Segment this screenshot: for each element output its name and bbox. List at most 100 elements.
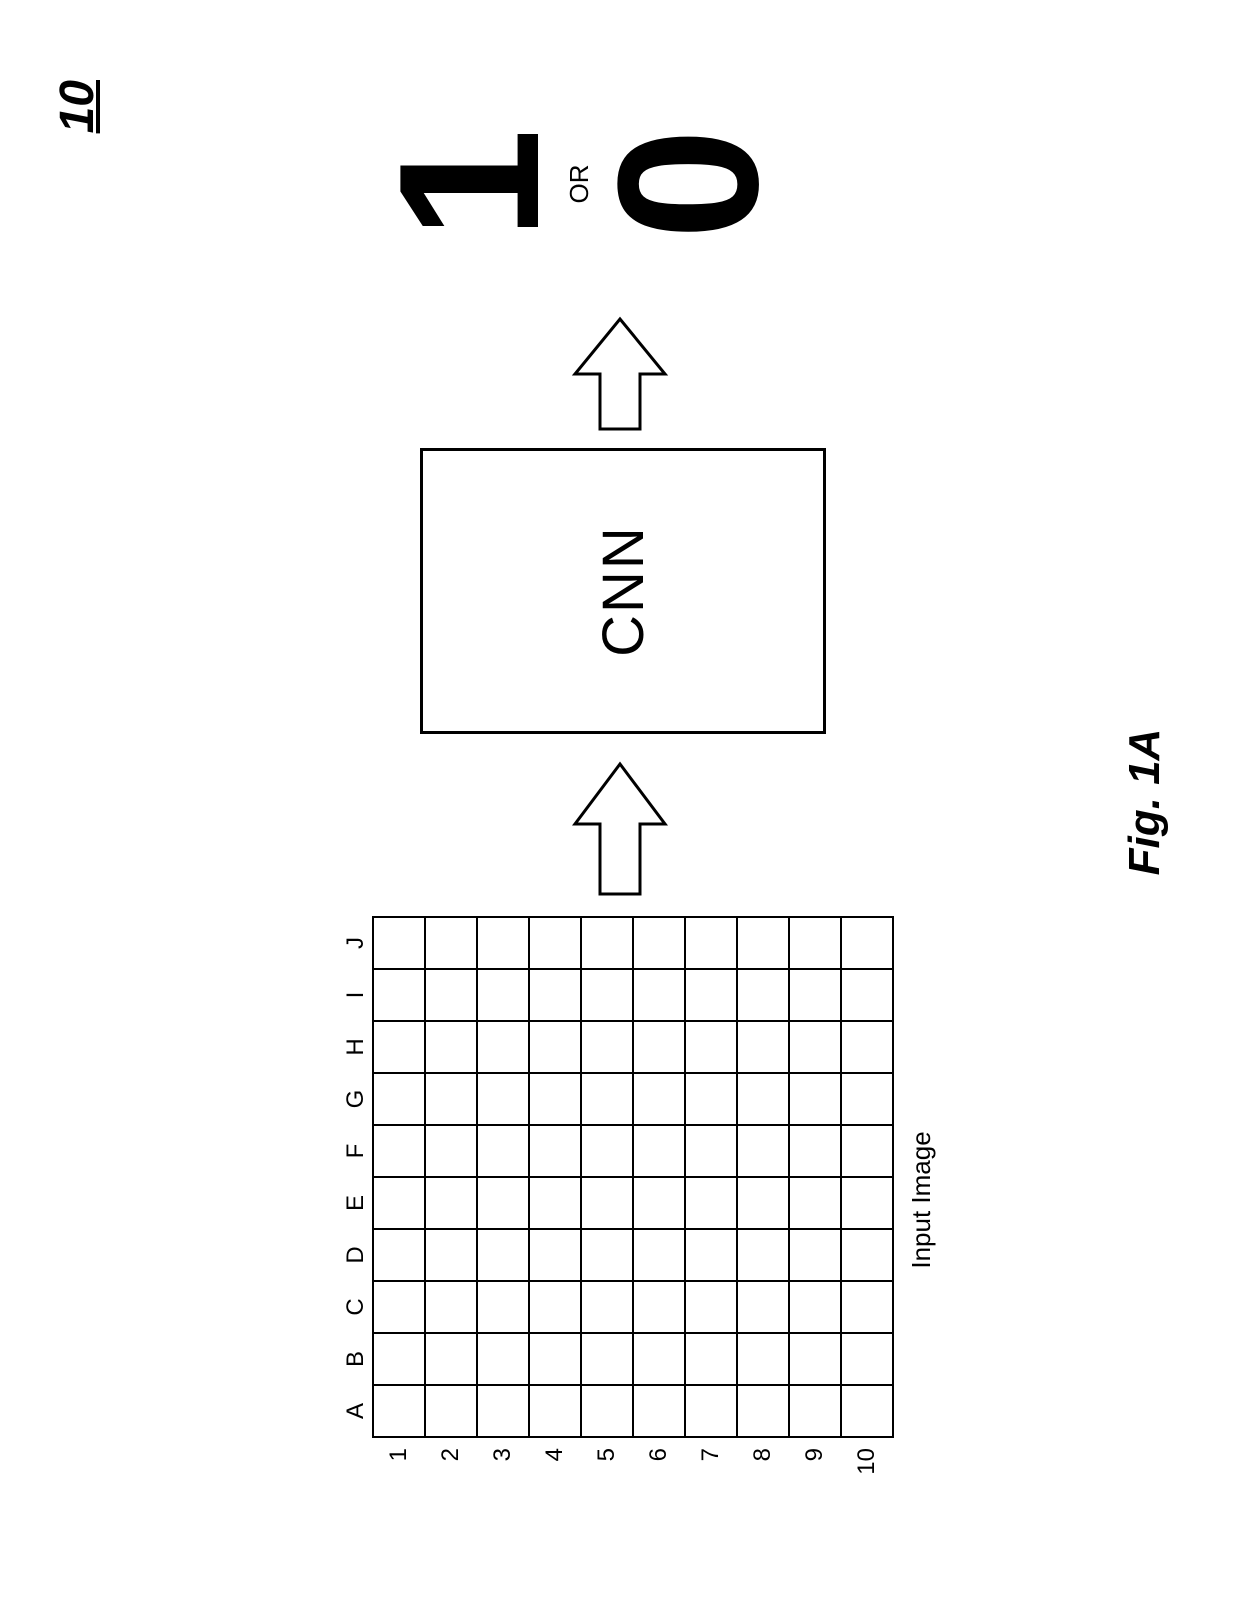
grid-cell [737, 1229, 789, 1281]
grid-cell [373, 1021, 425, 1073]
grid-cell [841, 1021, 893, 1073]
grid-cell [529, 1125, 581, 1177]
grid-cell [789, 917, 841, 969]
figure-number: 10 [50, 80, 105, 133]
grid-cell [373, 1281, 425, 1333]
grid-cell [841, 1385, 893, 1437]
grid-col-header: B [340, 1333, 373, 1385]
arrow-input-to-cnn [560, 754, 680, 904]
grid-cell [477, 1125, 529, 1177]
output-block: 1 OR 0 [380, 64, 779, 304]
grid-cell [737, 1385, 789, 1437]
figure-caption: Fig. 1A [1120, 0, 1170, 1604]
grid-row-header: 1 [373, 1437, 425, 1484]
grid-cell [633, 1177, 685, 1229]
grid-cell [841, 1333, 893, 1385]
grid-cell [789, 1333, 841, 1385]
grid-cell [685, 1385, 737, 1437]
grid-cell [841, 1229, 893, 1281]
grid-cell [373, 969, 425, 1021]
grid-cell [685, 917, 737, 969]
grid-cell [633, 1281, 685, 1333]
grid-cell [737, 917, 789, 969]
grid-col-header: F [340, 1125, 373, 1177]
grid-row-header: 3 [477, 1437, 529, 1484]
grid-cell [425, 1281, 477, 1333]
grid-cell [841, 1125, 893, 1177]
grid-cell [477, 1021, 529, 1073]
grid-row-header: 5 [581, 1437, 633, 1484]
grid-row-header: 9 [789, 1437, 841, 1484]
grid-cell [633, 1021, 685, 1073]
grid-cell [425, 1073, 477, 1125]
grid-cell [789, 1021, 841, 1073]
grid-cell [529, 1385, 581, 1437]
grid-cell [477, 1333, 529, 1385]
grid-cell [529, 1281, 581, 1333]
grid-cell [789, 1229, 841, 1281]
grid-cell [633, 1385, 685, 1437]
grid-cell [685, 1229, 737, 1281]
grid-cell [581, 1281, 633, 1333]
grid-cell [841, 917, 893, 969]
grid-row-header: 6 [633, 1437, 685, 1484]
grid-cell [633, 1125, 685, 1177]
cnn-label: CNN [590, 525, 657, 657]
grid-row-header: 8 [737, 1437, 789, 1484]
grid-cell [425, 1229, 477, 1281]
grid-cell [737, 969, 789, 1021]
grid-cell [425, 1385, 477, 1437]
input-image-table: ABCDEFGHIJ12345678910 [340, 916, 894, 1484]
grid-cell [789, 1125, 841, 1177]
grid-cell [373, 1229, 425, 1281]
grid-cell [685, 1177, 737, 1229]
grid-cell [737, 1281, 789, 1333]
grid-cell [685, 1021, 737, 1073]
grid-cell [529, 1229, 581, 1281]
cnn-box: CNN [420, 448, 826, 734]
grid-cell [789, 1385, 841, 1437]
grid-cell [581, 969, 633, 1021]
grid-cell [373, 917, 425, 969]
grid-cell [425, 917, 477, 969]
grid-cell [737, 1177, 789, 1229]
grid-col-header: D [340, 1229, 373, 1281]
grid-col-header: E [340, 1177, 373, 1229]
grid-cell [581, 1073, 633, 1125]
grid-col-header: J [340, 917, 373, 969]
grid-cell [373, 1385, 425, 1437]
grid-cell [737, 1073, 789, 1125]
grid-cell [373, 1125, 425, 1177]
grid-cell [581, 917, 633, 969]
grid-cell [789, 1177, 841, 1229]
grid-cell [373, 1333, 425, 1385]
grid-cell [841, 1073, 893, 1125]
grid-row-header: 10 [841, 1437, 893, 1484]
grid-cell [685, 1333, 737, 1385]
grid-cell [529, 917, 581, 969]
grid-row-header: 4 [529, 1437, 581, 1484]
grid-cell [737, 1333, 789, 1385]
output-value-top: 1 [380, 64, 560, 304]
grid-col-header: H [340, 1021, 373, 1073]
grid-row-header: 7 [685, 1437, 737, 1484]
input-image-grid: ABCDEFGHIJ12345678910 Input Image [340, 916, 937, 1484]
grid-cell [841, 1281, 893, 1333]
grid-cell [841, 969, 893, 1021]
grid-cell [425, 1333, 477, 1385]
grid-cell [581, 1125, 633, 1177]
grid-col-header: I [340, 969, 373, 1021]
input-image-caption: Input Image [906, 916, 937, 1484]
grid-cell [633, 1229, 685, 1281]
grid-cell [581, 1177, 633, 1229]
grid-cell [685, 1281, 737, 1333]
grid-cell [737, 1125, 789, 1177]
grid-cell [477, 917, 529, 969]
grid-cell [685, 1073, 737, 1125]
grid-cell [477, 1229, 529, 1281]
grid-cell [477, 1281, 529, 1333]
grid-cell [529, 1073, 581, 1125]
grid-cell [581, 1229, 633, 1281]
grid-cell [425, 1021, 477, 1073]
grid-cell [425, 1177, 477, 1229]
